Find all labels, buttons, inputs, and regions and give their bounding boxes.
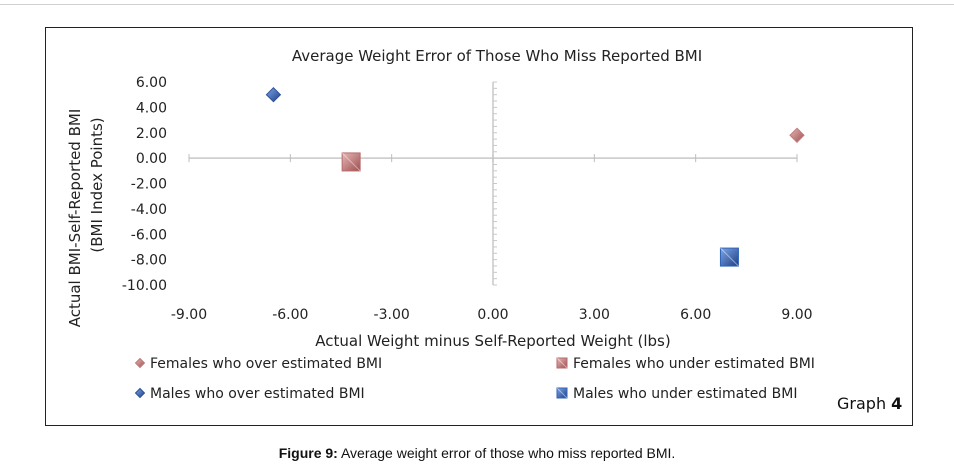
y-axis-label-line1: Actual BMI-Self-Reported BMI <box>66 109 84 328</box>
x-tick-label: 0.00 <box>477 307 508 323</box>
y-tick-label: 4.00 <box>136 100 167 116</box>
legend-marker-highlight <box>556 387 568 399</box>
x-tick-labels: -9.00 -6.00 -3.00 0.00 3.00 6.00 9.00 <box>171 307 813 323</box>
y-tick-label: 0.00 <box>136 151 167 167</box>
x-tick-label: 6.00 <box>680 307 711 323</box>
data-point <box>719 247 739 267</box>
y-tick-label: -4.00 <box>131 202 167 218</box>
legend-label: Females who under estimated BMI <box>573 356 815 372</box>
axes <box>188 81 798 286</box>
y-tick-label: -10.00 <box>122 278 167 294</box>
y-tick-label: -2.00 <box>131 177 167 193</box>
y-tick-labels: 6.00 4.00 2.00 0.00 -2.00 -4.00 -6.00 -8.00 -10.… <box>122 75 167 294</box>
chart-title: Average Weight Error of Those Who Miss R… <box>292 47 702 65</box>
legend-marker <box>134 357 146 369</box>
legend-label: Males who under estimated BMI <box>573 386 797 402</box>
x-tick-label: -6.00 <box>272 307 308 323</box>
y-tick-label: -8.00 <box>131 253 167 269</box>
caption-text: Average weight error of those who miss r… <box>337 445 676 461</box>
legend-label: Females who over estimated BMI <box>150 356 382 372</box>
x-axis-label: Actual Weight minus Self-Reported Weight… <box>315 332 670 350</box>
y-tick-label: -6.00 <box>131 227 167 243</box>
legend-marker <box>556 387 568 399</box>
data-point-highlight <box>341 152 361 172</box>
chart-frame <box>45 27 913 426</box>
data-point <box>789 127 805 143</box>
data-point <box>265 86 282 103</box>
legend-marker-highlight <box>556 357 568 369</box>
y-axis-label-line2: (BMI Index Points) <box>88 117 106 252</box>
x-tick-label: -9.00 <box>171 307 207 323</box>
figure-caption: Figure 9: Average weight error of those … <box>0 445 954 461</box>
y-tick-label: 2.00 <box>136 126 167 142</box>
x-tick-label: 3.00 <box>579 307 610 323</box>
graph-tag: Graph 4 <box>837 394 902 413</box>
x-tick-label: -3.00 <box>374 307 410 323</box>
graph-number: 4 <box>891 394 903 413</box>
data-point <box>341 152 361 172</box>
legend-marker <box>134 387 146 399</box>
data-points <box>265 86 805 267</box>
legend-marker <box>556 357 568 369</box>
data-point-highlight <box>720 247 739 267</box>
legend-label: Males who over estimated BMI <box>150 386 365 402</box>
top-divider <box>0 4 954 5</box>
caption-prefix: Figure 9: <box>278 445 338 461</box>
y-tick-label: 6.00 <box>136 75 167 91</box>
x-tick-label: 9.00 <box>781 307 812 323</box>
graph-label: Graph <box>837 394 887 413</box>
legend: Females who over estimated BMI Females wh… <box>134 356 815 402</box>
